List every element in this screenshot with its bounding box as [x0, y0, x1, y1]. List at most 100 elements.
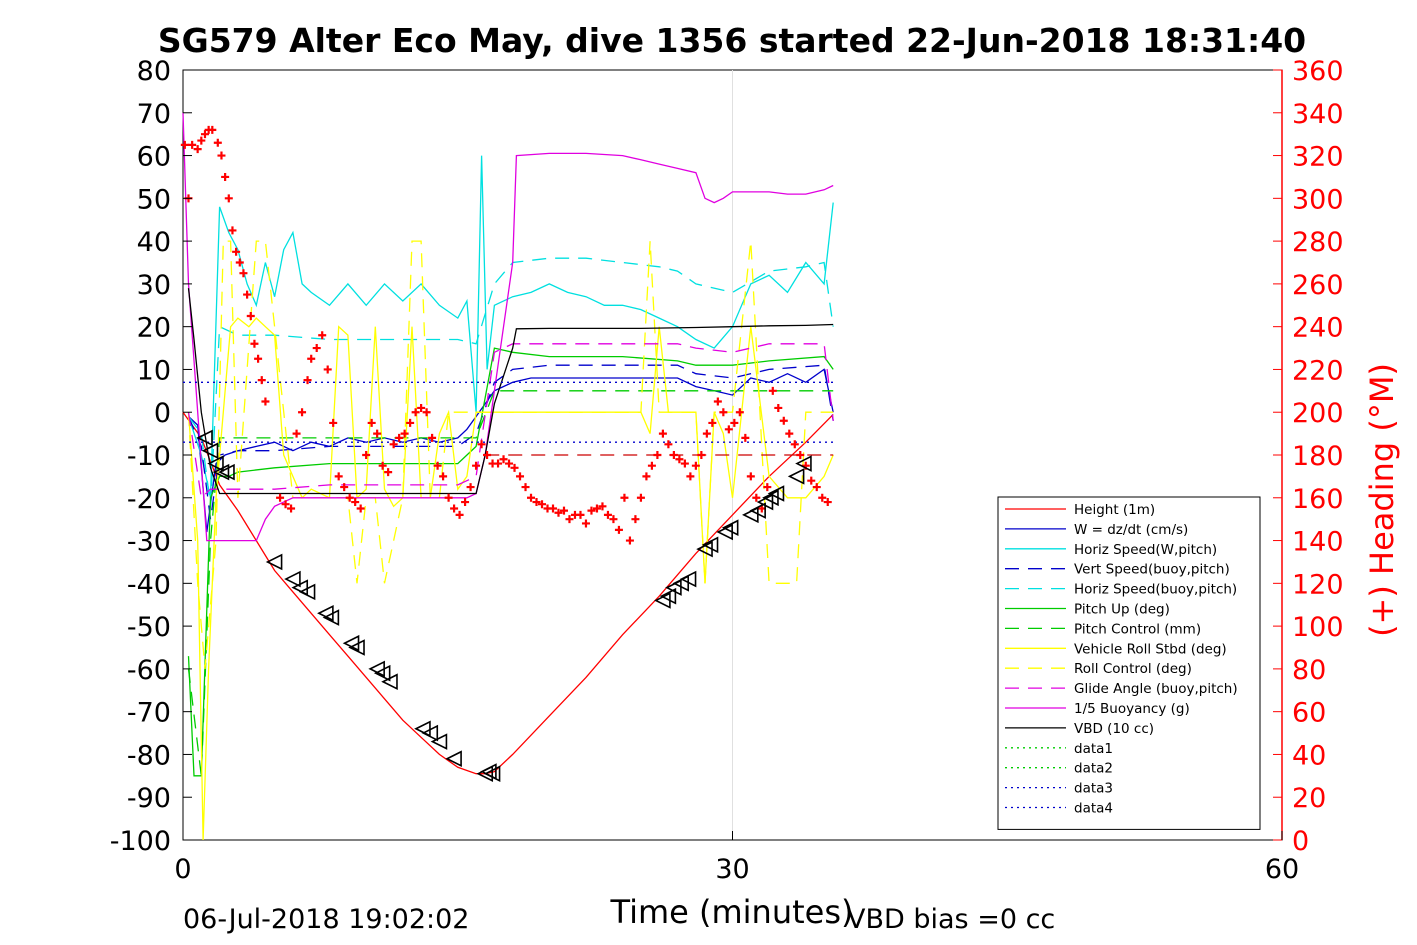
heading-point-3	[193, 145, 202, 154]
heading-point-22	[276, 493, 285, 502]
heading-point-103	[719, 408, 728, 417]
y-axis-label-right: (+) Heading (°M)	[1363, 363, 1401, 637]
heading-point-60	[483, 451, 492, 459]
y-right-tick-label-11: 140	[1292, 527, 1344, 558]
glider-marker-8	[298, 583, 316, 601]
y-tick-label-10: -20	[127, 484, 171, 515]
axes: 80706050403020100-10-20-30-40-50-60-70-8…	[110, 56, 1344, 885]
heading-point-89	[642, 472, 651, 481]
y-right-tick-label-1: 340	[1292, 99, 1344, 130]
legend-label-4: Horiz Speed(buoy,pitch)	[1074, 582, 1237, 598]
heading-point-88	[636, 493, 645, 502]
y-right-tick-label-16: 40	[1292, 740, 1326, 771]
heading-point-120	[812, 483, 821, 492]
glider-marker-36	[767, 485, 785, 502]
x-tick-label-1: 30	[715, 854, 749, 885]
y-tick-label-17: -90	[127, 783, 171, 814]
heading-point-112	[768, 386, 777, 395]
heading-point-105	[730, 418, 739, 427]
footer-vbd-bias: VBD bias =0 cc	[847, 904, 1055, 935]
heading-point-108	[746, 472, 755, 481]
heading-point-109	[752, 493, 761, 502]
heading-point-49	[422, 408, 431, 417]
x-axis-label: Time (minutes)	[610, 893, 854, 931]
series-line-3	[187, 364, 834, 520]
glider-marker-16	[414, 720, 431, 738]
glider-marker-27	[679, 570, 697, 588]
heading-point-106	[735, 408, 744, 417]
legend-label-14: data3	[1074, 781, 1113, 797]
heading-point-116	[790, 440, 799, 449]
heading-point-99	[697, 451, 706, 459]
heading-point-104	[724, 425, 733, 434]
glider-marker-10	[322, 609, 340, 626]
heading-point-26	[298, 408, 307, 417]
y-right-tick-label-6: 240	[1292, 313, 1344, 344]
heading-point-100	[702, 429, 711, 438]
heading-point-18	[250, 339, 259, 348]
glider-marker-15	[381, 673, 398, 691]
y-tick-label-1: 70	[137, 99, 171, 130]
heading-point-63	[499, 455, 508, 464]
glider-marker-12	[348, 639, 365, 656]
glider-marker-5	[265, 553, 283, 571]
glider-marker-17	[421, 724, 439, 742]
footer-date: 06-Jul-2018 19:02:02	[183, 904, 469, 935]
y-right-tick-label-7: 220	[1292, 355, 1344, 386]
legend-label-1: W = dz/dt (cm/s)	[1074, 522, 1188, 538]
y-tick-label-4: 40	[137, 227, 171, 258]
heading-point-117	[796, 451, 805, 459]
heading-point-78	[581, 519, 590, 528]
heading-point-65	[510, 463, 519, 472]
heading-point-119	[807, 476, 816, 485]
heading-point-121	[818, 493, 827, 502]
glider-marker-32	[742, 506, 759, 524]
y-right-tick-label-13: 100	[1292, 612, 1344, 643]
legend: Height (1m) W = dz/dt (cm/s) Horiz Speed(W…	[997, 496, 1261, 830]
heading-point-35	[345, 493, 354, 502]
heading-point-57	[466, 483, 475, 492]
legend-label-5: Pitch Up (deg)	[1074, 602, 1170, 618]
heading-point-93	[664, 440, 673, 449]
y-tick-label-12: -40	[127, 569, 171, 600]
heading-point-5	[200, 130, 209, 139]
glider-marker-0	[196, 429, 213, 447]
legend-label-10: 1/5 Buoyancy (g)	[1074, 701, 1190, 717]
y-tick-label-16: -80	[127, 740, 171, 771]
heading-point-19	[254, 354, 263, 363]
glider-marker-29	[701, 536, 719, 554]
heading-point-29	[312, 344, 321, 353]
heading-point-113	[774, 403, 783, 412]
heading-point-38	[362, 451, 371, 459]
heading-point-85	[620, 493, 629, 502]
heading-point-14	[235, 258, 244, 267]
y-tick-label-8: 0	[154, 398, 171, 429]
glider-marker-6	[284, 570, 301, 588]
glider-marker-38	[795, 455, 812, 472]
heading-point-52	[439, 472, 448, 481]
glider-marker-2	[207, 455, 224, 472]
chart-title: SG579 Alter Eco May, dive 1356 started 2…	[158, 21, 1306, 60]
heading-point-51	[433, 461, 442, 470]
heading-point-79	[587, 506, 596, 515]
heading-point-28	[307, 354, 316, 363]
y-tick-label-5: 30	[137, 270, 171, 301]
heading-point-101	[708, 418, 717, 427]
heading-point-82	[603, 510, 612, 519]
heading-point-115	[785, 429, 794, 438]
y-tick-label-3: 50	[137, 184, 171, 215]
heading-point-48	[417, 403, 426, 412]
heading-point-97	[686, 472, 695, 481]
y-right-tick-label-4: 280	[1292, 227, 1344, 258]
series-line-0	[182, 411, 834, 775]
heading-point-7	[208, 125, 217, 134]
heading-point-47	[411, 408, 420, 417]
legend-box	[997, 496, 1261, 830]
heading-point-13	[232, 247, 241, 256]
y-right-tick-label-10: 160	[1292, 484, 1344, 515]
y-tick-label-9: -10	[127, 441, 171, 472]
heading-point-53	[444, 493, 453, 502]
legend-label-0: Height (1m)	[1074, 502, 1155, 518]
heading-point-102	[713, 397, 722, 406]
